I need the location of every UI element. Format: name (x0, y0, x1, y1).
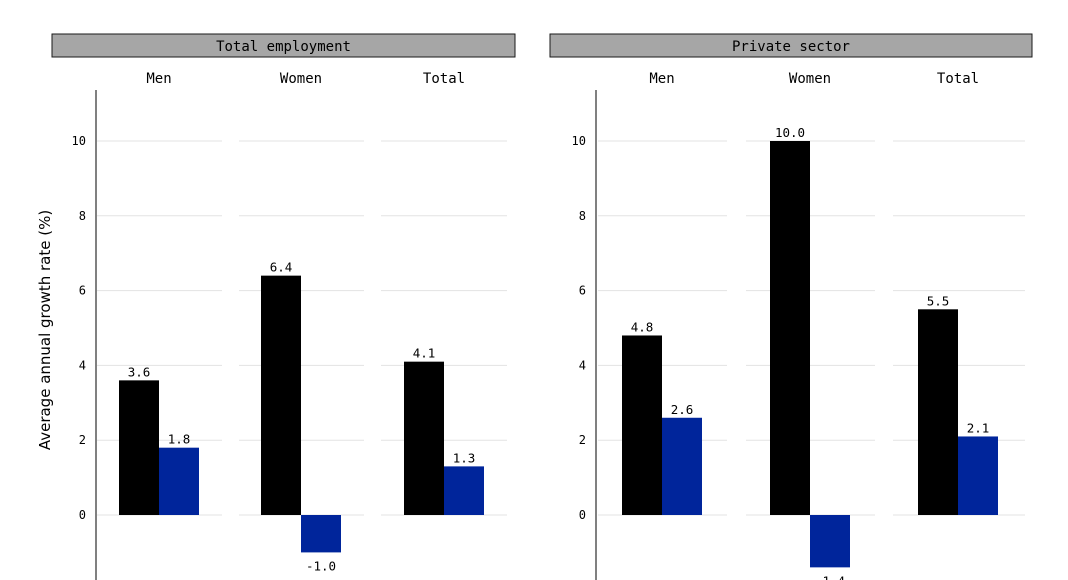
data-label: 2.1 (967, 420, 990, 435)
panel-private-sector: Private sector Men Women Total (549, 33, 1033, 87)
bar (810, 515, 850, 568)
bar (261, 275, 301, 515)
bar (770, 141, 810, 515)
bar (119, 380, 159, 515)
facet-label: Total (423, 71, 465, 87)
bar (444, 466, 484, 515)
y-tick-label: 2 (579, 433, 586, 447)
y-axis-label: Average annual growth rate (%) (36, 210, 54, 450)
y-tick-label: 8 (79, 209, 86, 223)
y-tick-label: 6 (579, 284, 586, 298)
facet-label: Total (937, 71, 979, 87)
bar (662, 417, 702, 515)
data-label: 10.0 (775, 125, 805, 140)
panel-total-employment: Total employment Men Women Total (51, 33, 516, 87)
bar (622, 335, 662, 515)
data-label: -1.4 (815, 573, 845, 580)
facet-label: Men (146, 71, 171, 87)
bar (958, 436, 998, 515)
y-tick-label: 4 (79, 358, 86, 372)
panel-strip (51, 33, 516, 58)
y-tick-label: 6 (79, 284, 86, 298)
data-label: 5.5 (927, 293, 950, 308)
y-tick-label: 2 (79, 433, 86, 447)
panel-strip (549, 33, 1033, 58)
y-tick-label: 8 (579, 209, 586, 223)
facet-label: Men (649, 71, 674, 87)
bar (918, 309, 958, 515)
y-tick-label: 0 (579, 508, 586, 522)
data-label: 4.1 (413, 346, 436, 361)
data-label: 3.6 (128, 364, 151, 379)
facet-label: Women (789, 71, 831, 87)
data-label: 4.8 (631, 319, 654, 334)
data-label: 6.4 (270, 260, 293, 275)
data-label: 1.3 (453, 450, 476, 465)
bar (301, 515, 341, 553)
y-tick-label: 4 (579, 358, 586, 372)
data-label: -1.0 (306, 558, 336, 573)
chart-marks: 0 2 4 6 8 10 3.6 1.8 6.4 -1.0 4.1 1.3 0 2 4 6 8 10 4.8 2.6 1… (72, 90, 1025, 580)
data-label: 1.8 (168, 432, 191, 447)
data-label: 2.6 (671, 402, 694, 417)
bar (159, 447, 199, 515)
y-tick-label: 0 (79, 508, 86, 522)
y-tick-label: 10 (72, 134, 86, 148)
panel-title: Total employment (216, 39, 351, 55)
bar (404, 361, 444, 515)
y-tick-label: 10 (572, 134, 586, 148)
facet-label: Women (280, 71, 322, 87)
panel-title: Private sector (732, 39, 850, 55)
